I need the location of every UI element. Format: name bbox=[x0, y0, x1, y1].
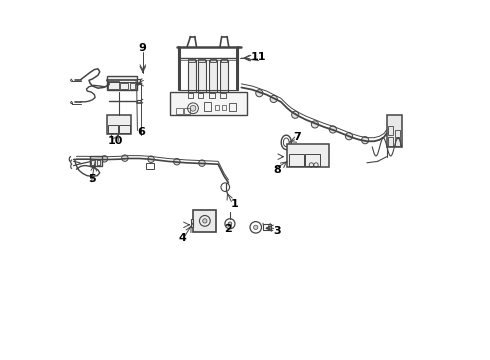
Bar bbox=[184, 108, 191, 114]
Bar bbox=[120, 83, 128, 89]
Circle shape bbox=[203, 219, 207, 223]
Bar bbox=[108, 81, 119, 89]
Bar bbox=[176, 108, 183, 114]
Bar bbox=[263, 224, 271, 230]
Bar bbox=[90, 156, 101, 166]
Bar bbox=[170, 92, 247, 116]
Bar bbox=[108, 125, 118, 133]
Bar bbox=[97, 160, 100, 165]
Circle shape bbox=[329, 126, 337, 133]
Text: 2: 2 bbox=[224, 225, 232, 234]
Bar bbox=[220, 93, 225, 98]
Bar bbox=[287, 144, 329, 167]
Bar bbox=[191, 220, 193, 227]
Bar bbox=[305, 154, 320, 166]
Bar bbox=[395, 130, 400, 137]
Bar bbox=[204, 102, 211, 111]
Text: 11: 11 bbox=[251, 52, 267, 62]
Circle shape bbox=[199, 160, 205, 166]
Bar bbox=[188, 93, 194, 98]
Bar bbox=[387, 116, 402, 147]
Text: 4: 4 bbox=[178, 233, 186, 243]
Bar bbox=[107, 116, 131, 134]
Bar bbox=[193, 210, 216, 232]
Circle shape bbox=[190, 105, 196, 111]
Bar bbox=[91, 160, 96, 165]
Text: 5: 5 bbox=[88, 174, 96, 184]
Bar bbox=[388, 126, 393, 135]
Bar bbox=[220, 59, 227, 62]
Bar bbox=[220, 60, 228, 94]
Circle shape bbox=[254, 225, 258, 229]
Bar bbox=[197, 93, 203, 98]
Bar bbox=[395, 138, 400, 145]
Bar bbox=[188, 60, 196, 94]
Circle shape bbox=[292, 111, 299, 118]
Circle shape bbox=[345, 133, 353, 140]
Circle shape bbox=[256, 90, 263, 97]
Text: 10: 10 bbox=[107, 136, 123, 146]
Circle shape bbox=[122, 155, 128, 161]
Bar bbox=[188, 59, 195, 62]
Bar bbox=[120, 125, 129, 133]
Text: 8: 8 bbox=[273, 165, 281, 175]
Text: 3: 3 bbox=[273, 226, 281, 236]
Text: 9: 9 bbox=[139, 43, 147, 53]
Circle shape bbox=[148, 156, 154, 162]
Bar bbox=[210, 59, 216, 62]
Bar bbox=[209, 93, 215, 98]
Bar bbox=[215, 105, 219, 110]
Circle shape bbox=[362, 136, 368, 144]
Bar bbox=[197, 60, 205, 94]
Text: 1: 1 bbox=[230, 199, 238, 210]
Bar bbox=[388, 136, 393, 145]
Bar bbox=[289, 154, 304, 166]
Bar bbox=[107, 76, 137, 90]
Bar bbox=[198, 59, 205, 62]
Bar bbox=[209, 60, 217, 94]
Text: 7: 7 bbox=[293, 132, 301, 142]
Circle shape bbox=[228, 222, 232, 226]
Bar bbox=[147, 163, 154, 169]
Bar bbox=[229, 103, 236, 111]
Circle shape bbox=[311, 121, 318, 128]
Bar bbox=[221, 105, 226, 110]
Circle shape bbox=[101, 156, 108, 162]
Text: 6: 6 bbox=[137, 127, 145, 136]
Bar bbox=[129, 83, 135, 89]
Circle shape bbox=[270, 95, 277, 103]
Circle shape bbox=[173, 158, 180, 165]
